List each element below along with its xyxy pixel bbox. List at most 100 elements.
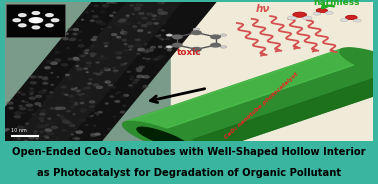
Circle shape <box>15 112 21 114</box>
Circle shape <box>161 30 165 31</box>
Text: CeO₂ nanotube photocatalyst: CeO₂ nanotube photocatalyst <box>223 71 299 140</box>
Circle shape <box>68 58 73 60</box>
Circle shape <box>123 39 127 41</box>
Circle shape <box>124 32 127 33</box>
Circle shape <box>167 49 172 51</box>
Circle shape <box>133 26 136 27</box>
Text: as Photocatalyst for Degradation of Organic Pollutant: as Photocatalyst for Degradation of Orga… <box>37 168 341 178</box>
Circle shape <box>93 72 97 74</box>
Circle shape <box>105 81 110 83</box>
Circle shape <box>65 33 68 34</box>
Circle shape <box>144 51 149 53</box>
Circle shape <box>112 87 116 88</box>
Circle shape <box>45 137 49 138</box>
Circle shape <box>32 114 36 115</box>
Circle shape <box>107 81 110 82</box>
Circle shape <box>41 125 46 127</box>
Circle shape <box>105 103 108 104</box>
Circle shape <box>39 76 43 78</box>
Circle shape <box>26 104 33 107</box>
Circle shape <box>98 112 102 113</box>
Circle shape <box>159 35 161 36</box>
Circle shape <box>146 50 148 51</box>
Circle shape <box>86 62 91 64</box>
Circle shape <box>192 31 201 34</box>
Circle shape <box>172 35 182 39</box>
Circle shape <box>18 118 20 119</box>
Circle shape <box>115 100 120 102</box>
Circle shape <box>61 86 66 88</box>
Circle shape <box>88 83 91 84</box>
Circle shape <box>62 118 67 120</box>
Circle shape <box>112 2 117 3</box>
Text: 10 nm: 10 nm <box>11 128 27 133</box>
Circle shape <box>14 116 20 118</box>
Circle shape <box>59 107 65 109</box>
Circle shape <box>70 100 76 103</box>
Circle shape <box>94 5 98 6</box>
Circle shape <box>66 94 68 95</box>
Circle shape <box>132 87 133 88</box>
Circle shape <box>316 8 327 13</box>
Circle shape <box>158 1 164 4</box>
Circle shape <box>139 66 144 68</box>
Circle shape <box>193 28 200 31</box>
Circle shape <box>151 58 156 60</box>
Circle shape <box>82 19 83 20</box>
Circle shape <box>129 49 132 50</box>
Circle shape <box>35 103 40 105</box>
Circle shape <box>91 110 94 111</box>
Circle shape <box>143 76 149 78</box>
Circle shape <box>90 53 95 55</box>
Circle shape <box>325 11 333 14</box>
Circle shape <box>137 70 141 72</box>
Circle shape <box>44 136 48 137</box>
Circle shape <box>115 23 119 25</box>
Text: Open-Ended CeO₂ Nanotubes with Well-Shaped Hollow Interior: Open-Ended CeO₂ Nanotubes with Well-Shap… <box>12 147 366 157</box>
Circle shape <box>73 58 79 61</box>
Circle shape <box>39 105 41 106</box>
Text: hν: hν <box>256 4 270 14</box>
Circle shape <box>57 115 59 116</box>
Circle shape <box>172 43 182 47</box>
Circle shape <box>136 53 140 54</box>
Circle shape <box>101 11 106 13</box>
Circle shape <box>51 62 57 64</box>
Circle shape <box>83 51 87 52</box>
Circle shape <box>90 134 96 137</box>
Circle shape <box>45 67 50 69</box>
Circle shape <box>93 84 99 86</box>
Circle shape <box>118 92 121 93</box>
Circle shape <box>91 39 96 41</box>
Circle shape <box>100 70 104 71</box>
Circle shape <box>154 23 158 24</box>
Circle shape <box>36 95 42 98</box>
Circle shape <box>123 105 126 106</box>
Circle shape <box>96 73 101 75</box>
Circle shape <box>125 22 130 24</box>
Circle shape <box>64 94 68 95</box>
Circle shape <box>120 111 125 113</box>
Circle shape <box>71 88 76 90</box>
Circle shape <box>30 93 33 94</box>
Circle shape <box>19 14 26 17</box>
Circle shape <box>161 12 167 14</box>
Circle shape <box>120 52 122 53</box>
Circle shape <box>65 122 71 124</box>
Circle shape <box>80 88 86 90</box>
Circle shape <box>79 40 81 41</box>
Circle shape <box>94 125 96 126</box>
Circle shape <box>293 12 307 17</box>
Circle shape <box>103 5 105 6</box>
Circle shape <box>96 62 99 63</box>
Circle shape <box>76 68 82 70</box>
Circle shape <box>132 82 138 84</box>
Circle shape <box>43 82 48 84</box>
Circle shape <box>40 131 43 132</box>
Circle shape <box>96 16 98 17</box>
Circle shape <box>313 12 321 15</box>
Circle shape <box>46 95 53 97</box>
Ellipse shape <box>137 127 189 149</box>
Circle shape <box>68 78 71 79</box>
Circle shape <box>51 72 53 73</box>
